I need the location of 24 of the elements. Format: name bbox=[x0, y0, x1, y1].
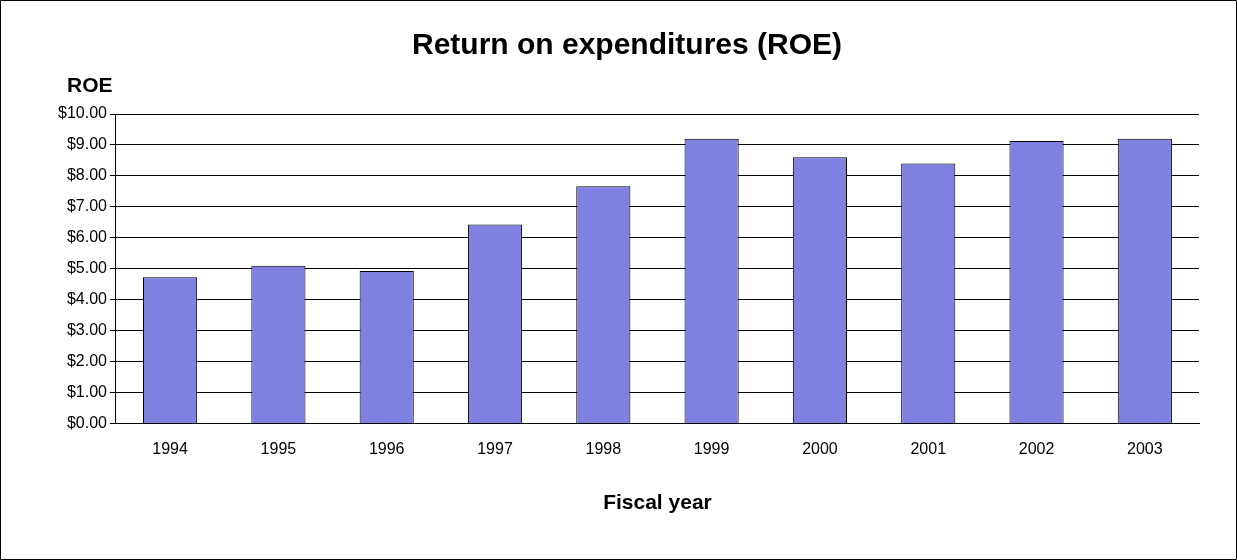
y-tick-label: $4.00 bbox=[66, 290, 108, 308]
y-tick-label: $5.00 bbox=[66, 259, 108, 277]
y-tick-label: $1.00 bbox=[66, 383, 108, 401]
y-tick-label: $6.00 bbox=[66, 228, 108, 246]
x-tick-label: 1997 bbox=[477, 439, 513, 457]
x-tick-label: 2000 bbox=[802, 439, 838, 457]
y-tick-label: $3.00 bbox=[66, 321, 108, 339]
y-tick-label: $0.00 bbox=[66, 414, 108, 432]
x-tick-label: 1994 bbox=[152, 439, 188, 457]
x-tick-label: 1995 bbox=[260, 439, 297, 457]
y-tick-label: $8.00 bbox=[66, 166, 108, 184]
x-tick-label: 1998 bbox=[585, 439, 622, 457]
y-tick-label: $2.00 bbox=[66, 352, 108, 370]
x-tick-label: 2003 bbox=[1127, 439, 1163, 457]
y-tick-label: $10.00 bbox=[58, 104, 108, 122]
y-tick-label: $7.00 bbox=[66, 197, 108, 215]
x-axis-title: Fiscal year bbox=[603, 490, 712, 514]
chart-title: Return on expenditures (ROE) bbox=[411, 27, 843, 61]
x-tick-label: 2002 bbox=[1018, 439, 1055, 457]
x-tick-label: 2001 bbox=[910, 439, 947, 457]
y-axis-title: ROE bbox=[67, 72, 113, 96]
y-tick-label: $9.00 bbox=[66, 135, 108, 153]
x-tick-label: 1996 bbox=[368, 439, 405, 457]
x-tick-label: 1999 bbox=[693, 439, 730, 457]
